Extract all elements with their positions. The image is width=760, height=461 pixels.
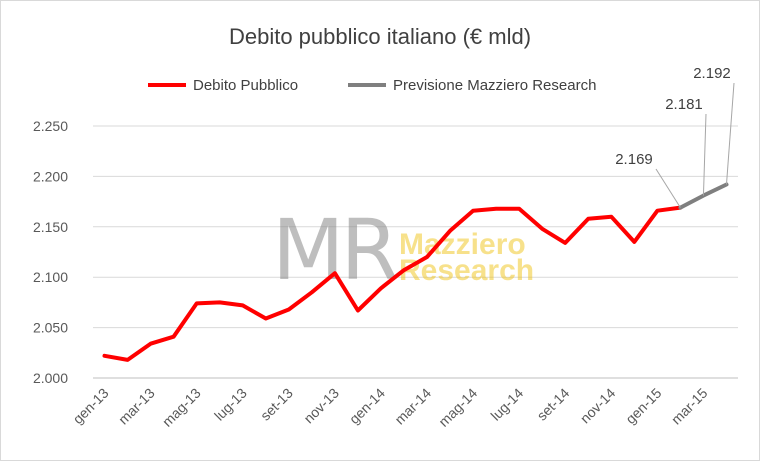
series-line-previsione xyxy=(678,182,729,210)
series-lines xyxy=(102,182,729,362)
watermark: MR Mazziero Research xyxy=(272,201,534,299)
watermark-line2: Research xyxy=(399,254,534,287)
y-axis-tick-labels: 2.000 2.050 2.100 2.150 2.200 2.250 xyxy=(33,118,68,386)
data-label: 2.192 xyxy=(693,65,731,82)
y-tick-label: 2.000 xyxy=(33,370,68,386)
data-callouts: 2.169 2.181 2.192 xyxy=(615,65,735,208)
data-label: 2.169 xyxy=(615,151,653,168)
legend-label-previsione: Previsione Mazziero Research xyxy=(393,77,596,94)
watermark-mark: MR xyxy=(272,201,396,299)
gridlines xyxy=(93,125,738,329)
y-tick-label: 2.050 xyxy=(33,320,68,336)
chart-title: Debito pubblico italiano (€ mld) xyxy=(229,24,531,49)
watermark-line1: Mazziero xyxy=(399,228,526,261)
y-tick-label: 2.100 xyxy=(33,269,68,285)
y-tick-label: 2.200 xyxy=(33,168,68,184)
y-tick-label: 2.150 xyxy=(33,219,68,235)
callout-leader xyxy=(725,82,735,185)
legend-label-debito-pubblico: Debito Pubblico xyxy=(193,77,298,94)
callout-leader xyxy=(702,113,707,196)
callout-leader xyxy=(655,168,681,208)
series-line-debito-pubblico xyxy=(102,205,683,362)
legend: Debito Pubblico Previsione Mazziero Rese… xyxy=(148,77,596,94)
y-tick-label: 2.250 xyxy=(33,118,68,134)
data-label: 2.181 xyxy=(665,96,703,113)
